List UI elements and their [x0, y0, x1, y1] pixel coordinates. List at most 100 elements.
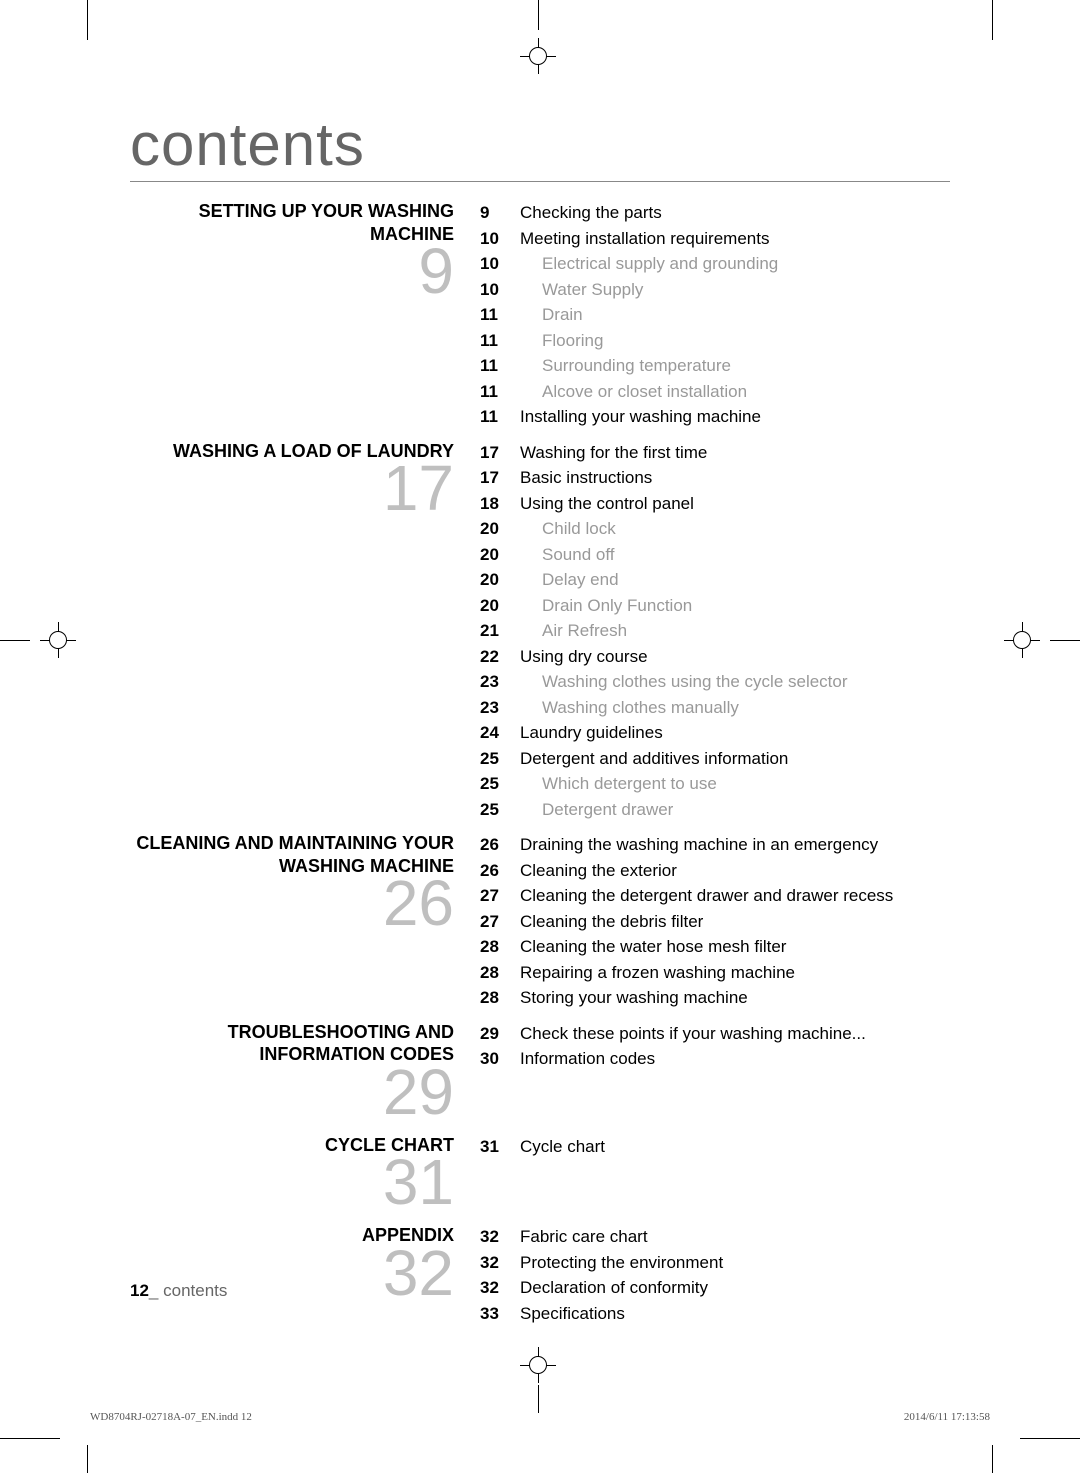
entry-text: Checking the parts [508, 200, 662, 226]
entry-page: 23 [480, 695, 508, 721]
section-number: 17 [130, 456, 454, 520]
entry-page: 23 [480, 669, 508, 695]
entry-text: Washing clothes using the cycle selector [508, 669, 848, 695]
entry-page: 17 [480, 440, 508, 466]
entry-page: 28 [480, 985, 508, 1011]
entry-text: Flooring [508, 328, 603, 354]
footer-label: contents [163, 1281, 227, 1300]
entry-page: 20 [480, 542, 508, 568]
entry-text: Surrounding temperature [508, 353, 731, 379]
entry-text: Protecting the environment [508, 1250, 723, 1276]
page: contents SETTING UP YOUR WASHING MACHINE… [0, 0, 1080, 1473]
entry-page: 32 [480, 1250, 508, 1276]
toc-section: CYCLE CHART3131Cycle chart [130, 1134, 950, 1215]
entry-text: Cycle chart [508, 1134, 605, 1160]
section-number: 29 [130, 1060, 454, 1124]
entry-page: 18 [480, 491, 508, 517]
toc-entry: 27Cleaning the debris filter [480, 909, 950, 935]
entry-text: Washing for the first time [508, 440, 707, 466]
toc-entry: 25Detergent and additives information [480, 746, 950, 772]
entry-text: Detergent drawer [508, 797, 673, 823]
entry-page: 11 [480, 404, 508, 430]
entry-text: Using dry course [508, 644, 648, 670]
entry-page: 28 [480, 934, 508, 960]
entry-text: Repairing a frozen washing machine [508, 960, 795, 986]
entry-text: Washing clothes manually [508, 695, 739, 721]
indd-timestamp: 2014/6/11 17:13:58 [904, 1411, 990, 1423]
entry-text: Which detergent to use [508, 771, 717, 797]
entry-text: Installing your washing machine [508, 404, 761, 430]
entry-page: 33 [480, 1301, 508, 1327]
toc-entry: 24Laundry guidelines [480, 720, 950, 746]
entry-page: 31 [480, 1134, 508, 1160]
toc-entry: 28Cleaning the water hose mesh filter [480, 934, 950, 960]
toc-entry: 17Basic instructions [480, 465, 950, 491]
toc-entry: 33Specifications [480, 1301, 950, 1327]
trim-mark [87, 0, 88, 40]
entry-page: 25 [480, 771, 508, 797]
toc-entry: 11Surrounding temperature [480, 353, 950, 379]
entry-page: 17 [480, 465, 508, 491]
entry-text: Air Refresh [508, 618, 627, 644]
section-entries: 17Washing for the first time17Basic inst… [480, 440, 950, 823]
trim-mark [0, 1438, 60, 1439]
toc-section: SETTING UP YOUR WASHING MACHINE99Checkin… [130, 200, 950, 430]
toc-section: WASHING A LOAD OF LAUNDRY1717Washing for… [130, 440, 950, 823]
entry-text: Drain Only Function [508, 593, 692, 619]
entry-page: 21 [480, 618, 508, 644]
entry-page: 25 [480, 746, 508, 772]
toc-section: APPENDIX3232Fabric care chart32Protectin… [130, 1224, 950, 1326]
entry-page: 20 [480, 516, 508, 542]
toc-entry: 10Electrical supply and grounding [480, 251, 950, 277]
toc-entry: 22Using dry course [480, 644, 950, 670]
entry-text: Alcove or closet installation [508, 379, 747, 405]
entry-text: Check these points if your washing machi… [508, 1021, 866, 1047]
entry-page: 10 [480, 226, 508, 252]
toc-entry: 21Air Refresh [480, 618, 950, 644]
toc-entry: 32Fabric care chart [480, 1224, 950, 1250]
entry-page: 11 [480, 328, 508, 354]
page-title: contents [130, 110, 950, 182]
section-entries: 9Checking the parts10Meeting installatio… [480, 200, 950, 430]
toc-entry: 10Water Supply [480, 277, 950, 303]
toc-entry: 29Check these points if your washing mac… [480, 1021, 950, 1047]
entry-text: Specifications [508, 1301, 625, 1327]
toc-entry: 11Alcove or closet installation [480, 379, 950, 405]
entry-text: Child lock [508, 516, 616, 542]
section-left: WASHING A LOAD OF LAUNDRY17 [130, 440, 480, 823]
entry-page: 30 [480, 1046, 508, 1072]
toc-entry: 28Storing your washing machine [480, 985, 950, 1011]
entry-page: 11 [480, 302, 508, 328]
section-left: APPENDIX32 [130, 1224, 480, 1326]
toc-entry: 25Which detergent to use [480, 771, 950, 797]
entry-page: 11 [480, 353, 508, 379]
entry-page: 26 [480, 858, 508, 884]
toc-entry: 20Drain Only Function [480, 593, 950, 619]
section-entries: 26Draining the washing machine in an eme… [480, 832, 950, 1011]
entry-text: Cleaning the debris filter [508, 909, 703, 935]
entry-text: Sound off [508, 542, 614, 568]
entry-page: 20 [480, 593, 508, 619]
entry-text: Cleaning the detergent drawer and drawer… [508, 883, 893, 909]
toc-entry: 20Child lock [480, 516, 950, 542]
toc-entry: 23Washing clothes using the cycle select… [480, 669, 950, 695]
table-of-contents: SETTING UP YOUR WASHING MACHINE99Checkin… [130, 200, 950, 1336]
entry-page: 24 [480, 720, 508, 746]
crop-mark-left [10, 620, 80, 660]
section-number: 9 [130, 239, 454, 303]
entry-page: 32 [480, 1224, 508, 1250]
crop-mark-bottom [498, 1355, 578, 1415]
entry-page: 29 [480, 1021, 508, 1047]
entry-text: Basic instructions [508, 465, 652, 491]
entry-text: Drain [508, 302, 583, 328]
toc-entry: 28Repairing a frozen washing machine [480, 960, 950, 986]
toc-entry: 30Information codes [480, 1046, 950, 1072]
section-left: TROUBLESHOOTING AND INFORMATION CODES29 [130, 1021, 480, 1124]
toc-entry: 11Installing your washing machine [480, 404, 950, 430]
crop-mark-right [1000, 620, 1070, 660]
section-left: SETTING UP YOUR WASHING MACHINE9 [130, 200, 480, 430]
footer-underscore: _ [149, 1281, 163, 1300]
entry-text: Fabric care chart [508, 1224, 648, 1250]
section-left: CYCLE CHART31 [130, 1134, 480, 1215]
toc-entry: 32Protecting the environment [480, 1250, 950, 1276]
